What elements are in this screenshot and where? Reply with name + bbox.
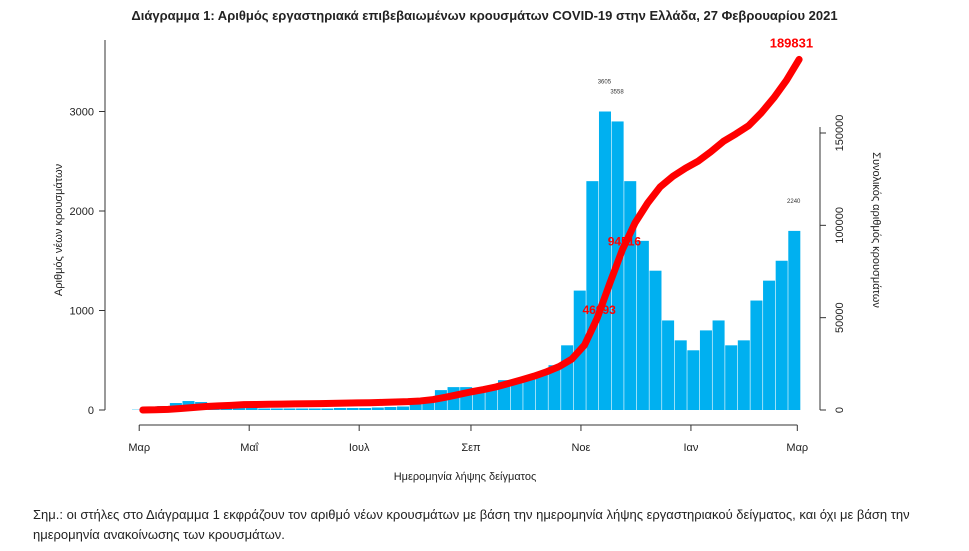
x-tick-label: Μαρ	[128, 442, 150, 454]
bar	[699, 330, 712, 410]
bar	[485, 387, 498, 410]
cumulative-annotation: 189831	[770, 35, 813, 50]
x-tick-label: Νοε	[571, 442, 590, 454]
bar	[523, 378, 536, 410]
y-tick-label: 3000	[70, 107, 94, 119]
bar	[636, 240, 649, 410]
chart-note: Σημ.: οι στήλες στο Διάγραμμα 1 εκφράζου…	[33, 507, 910, 542]
y2-tick-label: 150000	[834, 115, 846, 152]
bar	[346, 408, 359, 410]
bar	[308, 408, 321, 410]
x-tick-label: Μαΐ	[240, 442, 259, 454]
y-axis-label: Αριθμός νέων κρουσμάτων	[53, 163, 65, 296]
bar	[586, 181, 599, 410]
bar	[624, 181, 637, 410]
x-tick-label: Σεπ	[461, 442, 481, 454]
bar	[674, 340, 687, 410]
y-tick-label: 0	[88, 405, 94, 417]
bar-data-label: 3558	[610, 89, 624, 95]
x-tick-label: Ιαν	[683, 442, 698, 454]
y2-tick-label: 50000	[834, 302, 846, 333]
bar	[775, 260, 788, 410]
x-tick-label: Ιουλ	[349, 442, 370, 454]
bar	[384, 407, 397, 410]
y2-axis-label: Συνολικός αριθμός κρουσμάτων	[870, 152, 882, 308]
x-tick-label: Μαρ	[786, 442, 808, 454]
cumulative-annotation: 46993	[582, 303, 616, 317]
chart-title: Διάγραμμα 1: Αριθμός εργαστηριακά επιβεβ…	[131, 8, 838, 23]
bar-data-label: 3605	[598, 80, 612, 86]
bar	[788, 230, 801, 410]
bar	[258, 408, 271, 410]
bar	[649, 270, 662, 410]
x-axis-label: Ημερομηνία λήψης δείγματος	[394, 471, 537, 483]
bar	[662, 320, 675, 410]
bar	[687, 350, 700, 410]
bar	[712, 320, 725, 410]
bar	[763, 280, 776, 410]
bar	[535, 372, 548, 410]
bar	[321, 408, 334, 410]
bar	[750, 300, 763, 410]
bar	[737, 340, 750, 410]
bar	[270, 408, 283, 410]
bar-data-label: 2240	[787, 199, 801, 205]
bar	[510, 380, 523, 410]
bar	[397, 406, 410, 410]
bar	[359, 408, 372, 410]
bar	[598, 111, 611, 410]
y2-tick-label: 100000	[834, 207, 846, 244]
cumulative-line	[139, 55, 803, 414]
cumulative-annotation: 94516	[608, 235, 642, 249]
chart-plot: 0 1000 2000 3000 0 50000 100000 150000 Μαρ Μαΐ Ιου…	[53, 35, 882, 483]
bar	[548, 365, 561, 410]
y2-tick-label: 0	[834, 407, 846, 413]
y-tick-label: 2000	[70, 206, 94, 218]
bar	[296, 408, 309, 410]
bar	[725, 345, 738, 410]
bar	[472, 390, 485, 410]
bar	[371, 407, 384, 410]
bar	[409, 404, 422, 410]
bar	[333, 408, 346, 410]
y-tick-label: 1000	[70, 306, 94, 318]
bar	[283, 408, 296, 410]
bar	[422, 398, 435, 410]
bar	[245, 408, 258, 410]
